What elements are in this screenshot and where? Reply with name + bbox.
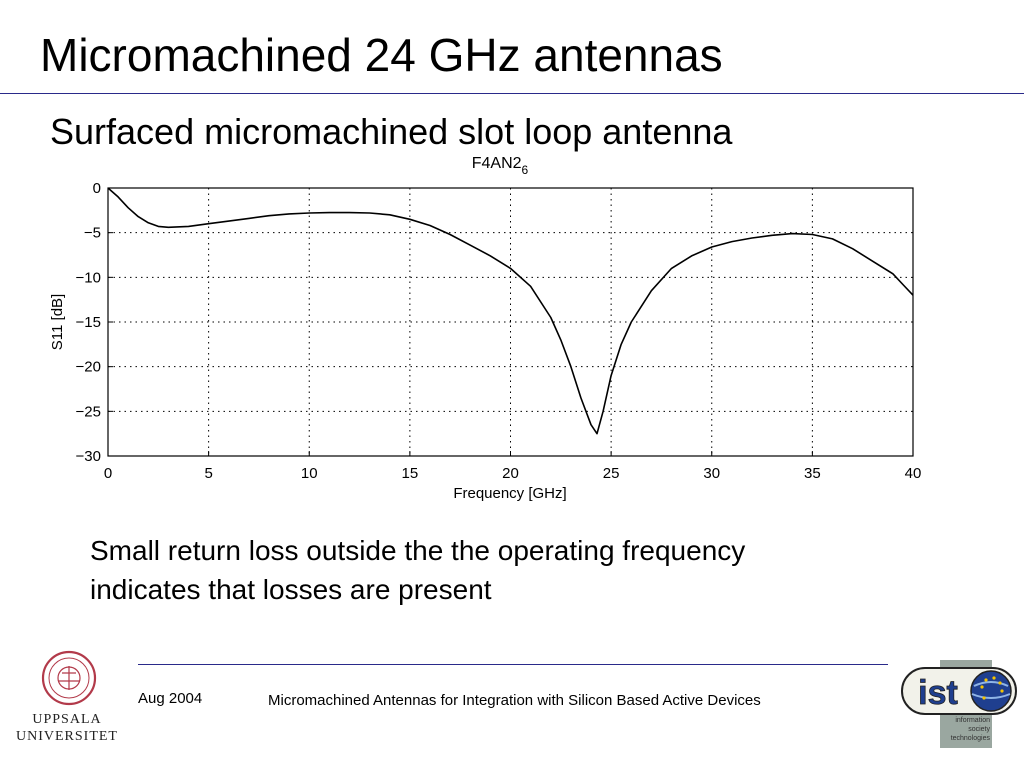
- footer-date: Aug 2004: [138, 690, 203, 707]
- x-tick-label: 10: [301, 465, 318, 482]
- x-tick-label: 30: [703, 465, 720, 482]
- uppsala-university-name: UPPSALA UNIVERSITET: [0, 712, 134, 746]
- chart-title-main: F4AN2: [472, 155, 522, 172]
- s11-chart: F4AN26 0 5 10 15 20 25 30 35 40 0 −5 −10 −15 −20 −25 −…: [49, 155, 922, 502]
- y-tick-label: −5: [84, 225, 101, 242]
- ist-caption: information society technologies: [940, 716, 990, 743]
- x-tick-label: 40: [905, 465, 922, 482]
- y-tick-label: 0: [93, 180, 101, 197]
- footer-divider: [138, 664, 888, 665]
- ist-caption-line-3: technologies: [950, 735, 990, 742]
- chart-series: [107, 187, 914, 435]
- series-line-s11: [107, 187, 914, 435]
- title-divider: [0, 93, 1024, 94]
- footer-text: Micromachined Antennas for Integration w…: [268, 692, 761, 709]
- x-tick-label: 25: [603, 465, 620, 482]
- chart-grid: [108, 188, 913, 456]
- x-tick-label: 5: [204, 465, 212, 482]
- x-tick-label: 35: [804, 465, 821, 482]
- note-line-1: Small return loss outside the the operat…: [90, 535, 746, 566]
- y-tick-label: −25: [76, 403, 101, 420]
- x-tick-label: 20: [502, 465, 519, 482]
- x-axis-label: Frequency [GHz]: [453, 485, 566, 502]
- chart-title-subscript: 6: [522, 163, 529, 177]
- ist-caption-line-2: society: [968, 726, 990, 733]
- y-tick-label: −20: [76, 359, 101, 376]
- slide-note: Small return loss outside the the operat…: [90, 532, 950, 609]
- y-axis-label: S11 [dB]: [49, 294, 66, 350]
- x-tick-label: 0: [104, 465, 112, 482]
- slide-title: Micromachined 24 GHz antennas: [40, 29, 723, 81]
- uppsala-seal-icon: [41, 650, 97, 706]
- y-axis-ticks: 0 −5 −10 −15 −20 −25 −30: [76, 180, 113, 465]
- ist-logo-text: ist: [918, 674, 958, 712]
- y-tick-label: −10: [76, 269, 101, 286]
- uppsala-line-2: UNIVERSITET: [16, 728, 118, 744]
- y-tick-label: −15: [76, 314, 101, 331]
- note-line-2: indicates that losses are present: [90, 573, 492, 605]
- ist-caption-line-1: information: [955, 717, 990, 724]
- x-tick-label: 15: [402, 465, 419, 482]
- y-tick-label: −30: [76, 448, 101, 465]
- x-axis-ticks: 0 5 10 15 20 25 30 35 40: [104, 451, 922, 482]
- ist-logo-icon: ist: [901, 660, 1017, 748]
- slide-subtitle: Surfaced micromachined slot loop antenna: [50, 111, 733, 152]
- uppsala-line-1: UPPSALA: [32, 712, 102, 727]
- chart-title: F4AN26: [472, 155, 529, 177]
